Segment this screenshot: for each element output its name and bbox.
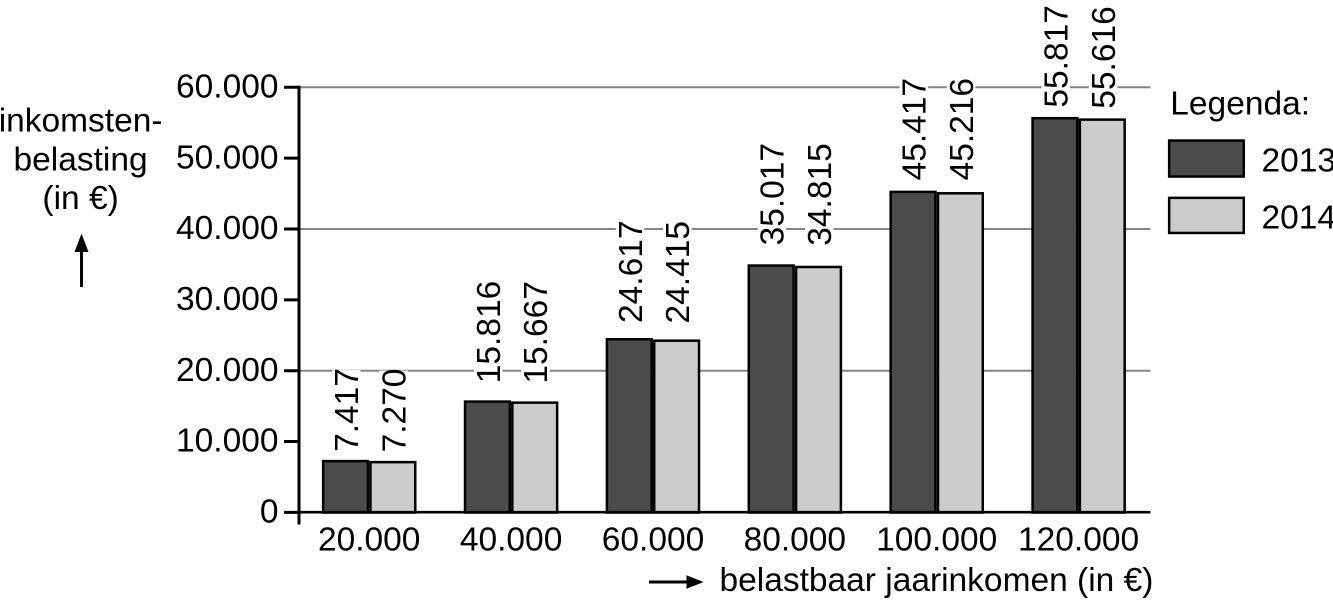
svg-text:belasting: belasting (14, 141, 148, 178)
svg-text:30.000: 30.000 (176, 281, 278, 318)
svg-text:2013: 2013 (1262, 142, 1333, 179)
svg-text:(in €): (in €) (42, 180, 118, 217)
svg-text:45.417: 45.417 (897, 78, 934, 180)
svg-text:100.000: 100.000 (876, 521, 997, 558)
svg-text:15.667: 15.667 (518, 281, 555, 383)
svg-text:55.616: 55.616 (1086, 6, 1123, 108)
svg-text:55.817: 55.817 (1039, 5, 1076, 107)
svg-text:24.415: 24.415 (660, 221, 697, 323)
svg-text:7.270: 7.270 (376, 369, 413, 453)
svg-text:35.017: 35.017 (755, 143, 792, 245)
svg-text:45.216: 45.216 (944, 78, 981, 180)
svg-text:50.000: 50.000 (176, 139, 278, 176)
svg-text:belastbaar jaarinkomen (in €): belastbaar jaarinkomen (in €) (720, 562, 1154, 599)
svg-text:20.000: 20.000 (176, 352, 278, 389)
svg-text:80.000: 80.000 (744, 521, 846, 558)
svg-text:7.417: 7.417 (329, 368, 366, 452)
svg-text:24.617: 24.617 (613, 221, 650, 323)
svg-text:120.000: 120.000 (1018, 521, 1139, 558)
svg-text:Legenda:: Legenda: (1170, 86, 1310, 123)
svg-text:60.000: 60.000 (602, 521, 704, 558)
svg-text:2014: 2014 (1262, 199, 1333, 236)
svg-text:40.000: 40.000 (176, 210, 278, 247)
svg-text:inkomsten-: inkomsten- (0, 103, 163, 140)
svg-text:34.815: 34.815 (802, 143, 839, 245)
svg-text:15.816: 15.816 (471, 281, 508, 383)
svg-text:20.000: 20.000 (318, 521, 420, 558)
svg-text:40.000: 40.000 (460, 521, 562, 558)
svg-text:10.000: 10.000 (176, 423, 278, 460)
svg-text:60.000: 60.000 (176, 69, 278, 106)
svg-text:0: 0 (260, 494, 279, 531)
